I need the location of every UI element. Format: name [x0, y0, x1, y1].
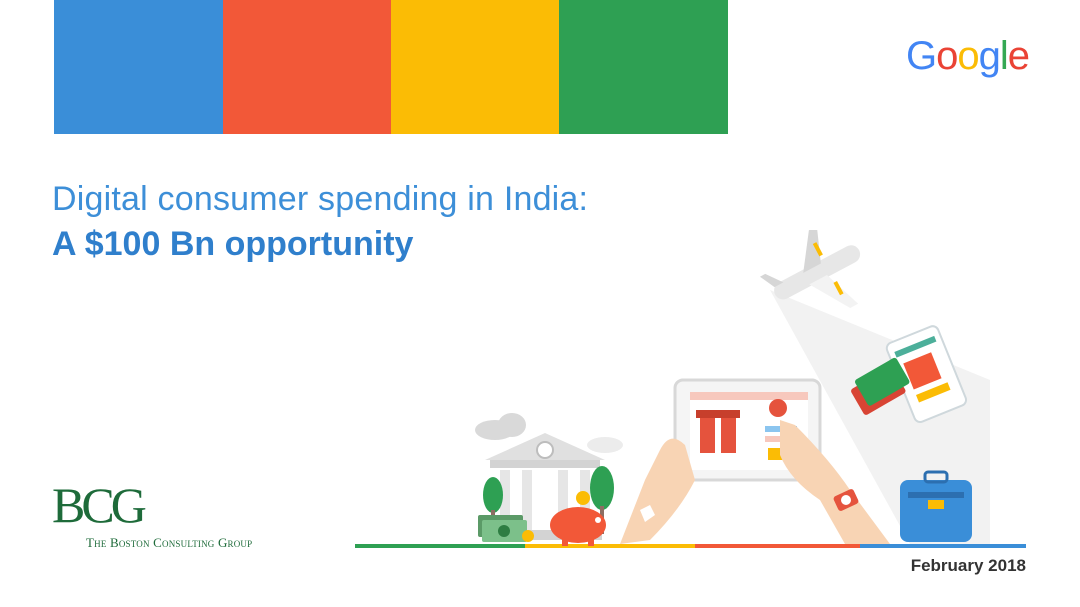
google-logo-letter: o	[936, 34, 958, 78]
stripe-blue	[54, 0, 223, 134]
gift-icon	[696, 410, 740, 453]
cloud-icon	[475, 413, 623, 453]
ground-line-red	[695, 544, 860, 548]
airplane-icon	[759, 230, 861, 308]
title-line-1: Digital consumer spending in India:	[52, 180, 589, 218]
watch-icon	[833, 489, 859, 511]
title-line-2: A $100 Bn opportunity	[52, 225, 414, 263]
illustration	[355, 230, 1026, 548]
ground-line-yellow	[525, 544, 695, 548]
google-logo-letter: l	[999, 34, 1009, 78]
cash-icon	[478, 515, 534, 542]
suitcase-icon	[900, 470, 972, 542]
bank-icon	[485, 433, 605, 540]
google-logo-letter: o	[957, 34, 979, 78]
ground-line-blue	[860, 544, 1026, 548]
cart-icon	[769, 399, 787, 417]
ground-line-green	[355, 544, 525, 548]
phone-icon	[885, 325, 968, 423]
hand-icon	[620, 420, 890, 544]
stripe-red	[223, 0, 391, 134]
google-logo-letter: g	[978, 34, 1001, 78]
google-logo-letter: G	[906, 34, 937, 78]
piggy-bank-icon	[550, 491, 606, 546]
bcg-logo-mark: BCG	[52, 477, 147, 533]
rupee-icon	[536, 441, 554, 459]
stripe-green	[559, 0, 728, 134]
bcg-logo-name: The Boston Consulting Group	[86, 535, 253, 550]
google-logo-letter: e	[1007, 34, 1030, 78]
date-label: February 2018	[910, 556, 1026, 575]
credit-cards-icon	[851, 357, 910, 415]
google-logo: Google	[906, 34, 1030, 79]
stripe-yellow	[391, 0, 559, 134]
